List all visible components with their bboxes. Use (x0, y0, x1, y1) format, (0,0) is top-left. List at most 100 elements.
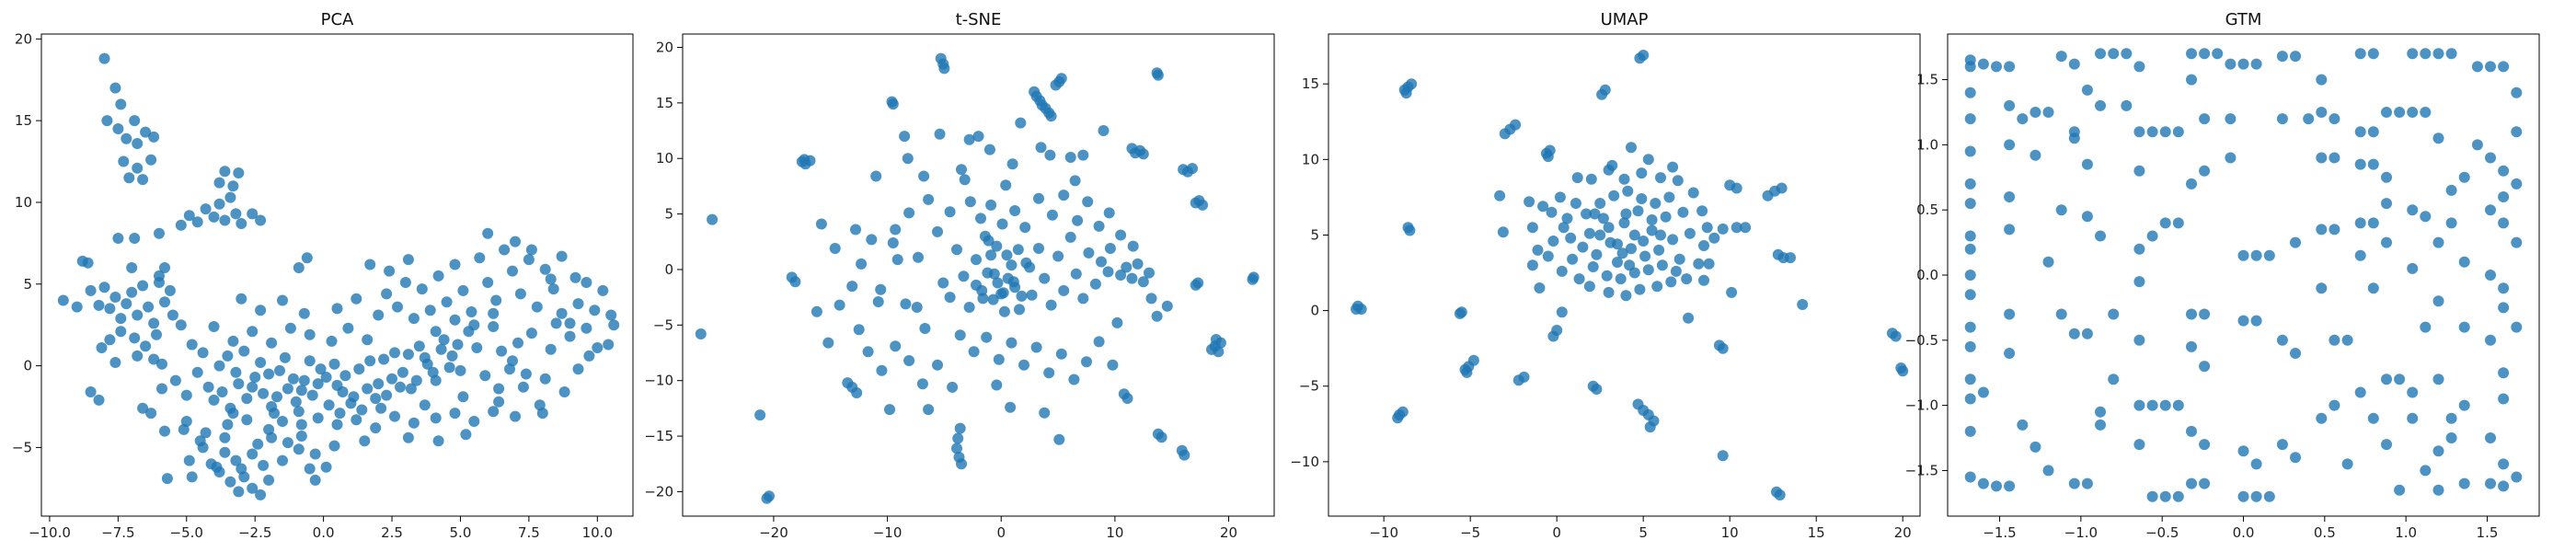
data-point (219, 166, 231, 178)
data-point (979, 230, 991, 242)
data-point (230, 366, 242, 378)
data-point (2004, 480, 2016, 492)
data-point (510, 236, 521, 247)
data-point (2146, 399, 2158, 411)
data-point (304, 328, 316, 340)
data-point (964, 196, 976, 208)
data-point (2420, 321, 2432, 333)
data-point (1667, 161, 1679, 173)
data-point (236, 293, 247, 305)
y-tick-label: 5 (1310, 226, 1319, 243)
y-tick-label: −10 (1290, 454, 1319, 470)
data-point (2133, 399, 2145, 411)
data-point (890, 224, 902, 236)
data-point (1681, 273, 1693, 285)
data-point (569, 271, 581, 283)
data-point (298, 307, 310, 319)
x-tick-label: −1.0 (2064, 524, 2098, 541)
data-point (471, 342, 483, 353)
data-point (454, 364, 466, 376)
data-point (866, 234, 878, 246)
data-point (148, 353, 160, 365)
y-tick-label: 10 (1302, 151, 1319, 167)
data-point (695, 328, 707, 339)
data-point (255, 489, 267, 500)
plot-frame (40, 33, 634, 517)
data-point (963, 133, 975, 145)
points-layer (1351, 50, 1909, 500)
data-point (1603, 286, 1615, 298)
data-point (2407, 262, 2419, 274)
y-tick-label: 0.0 (1916, 267, 1938, 283)
data-point (2445, 184, 2457, 196)
data-point (1618, 173, 1630, 185)
data-point (2199, 477, 2211, 489)
data-point (1683, 312, 1695, 324)
x-tick-label: 0.0 (2233, 524, 2255, 541)
data-point (389, 347, 400, 359)
data-point (870, 170, 882, 182)
data-point (1708, 232, 1720, 244)
data-point (707, 213, 719, 225)
data-point (304, 355, 316, 367)
data-point (2030, 107, 2041, 118)
data-point (213, 198, 225, 210)
data-point (1964, 198, 1976, 210)
data-point (1597, 213, 1609, 224)
data-point (1019, 222, 1031, 234)
x-tick-label: −10.0 (29, 524, 71, 541)
data-point (2081, 328, 2093, 339)
data-point (919, 323, 931, 334)
data-point (956, 164, 967, 176)
data-point (1591, 248, 1603, 260)
data-point (126, 286, 138, 298)
data-point (2172, 217, 2184, 229)
data-point (1964, 113, 1976, 125)
data-point (457, 284, 469, 296)
y-tick-label: 1.0 (1916, 136, 1938, 153)
data-point (1583, 281, 1595, 293)
data-point (605, 309, 617, 321)
data-point (2329, 334, 2340, 346)
data-point (2511, 178, 2523, 190)
data-point (981, 331, 993, 343)
data-point (2498, 302, 2510, 314)
data-point (1624, 259, 1636, 271)
data-point (2133, 439, 2145, 451)
data-point (2081, 477, 2093, 489)
data-point (572, 298, 584, 310)
data-point (488, 406, 500, 418)
data-point (1556, 306, 1568, 318)
data-point (312, 412, 324, 424)
data-point (169, 374, 181, 386)
x-tick-label: −10 (1369, 524, 1398, 541)
data-point (1964, 393, 1976, 405)
data-point (918, 170, 930, 182)
data-point (2146, 126, 2158, 138)
x-tick-label: 1.5 (2477, 524, 2499, 541)
data-point (1589, 208, 1601, 220)
data-point (1554, 191, 1566, 203)
data-point (2420, 107, 2432, 118)
data-point (1144, 267, 1155, 279)
data-point (1650, 198, 1662, 209)
data-point (2055, 204, 2067, 216)
data-point (2276, 113, 2288, 125)
data-point (2498, 191, 2510, 202)
data-point (545, 343, 557, 355)
data-point (208, 211, 220, 223)
data-point (2316, 74, 2328, 86)
data-point (956, 458, 967, 470)
data-point (2458, 477, 2470, 489)
x-tick-label: 10 (1106, 524, 1123, 541)
data-point (1687, 187, 1699, 199)
data-point (1532, 244, 1544, 256)
data-point (2159, 399, 2171, 411)
data-point (331, 303, 343, 315)
data-point (326, 335, 338, 347)
data-point (2095, 99, 2106, 111)
data-point (963, 302, 975, 313)
data-point (834, 299, 845, 311)
data-point (2498, 61, 2510, 73)
data-point (2329, 113, 2340, 125)
